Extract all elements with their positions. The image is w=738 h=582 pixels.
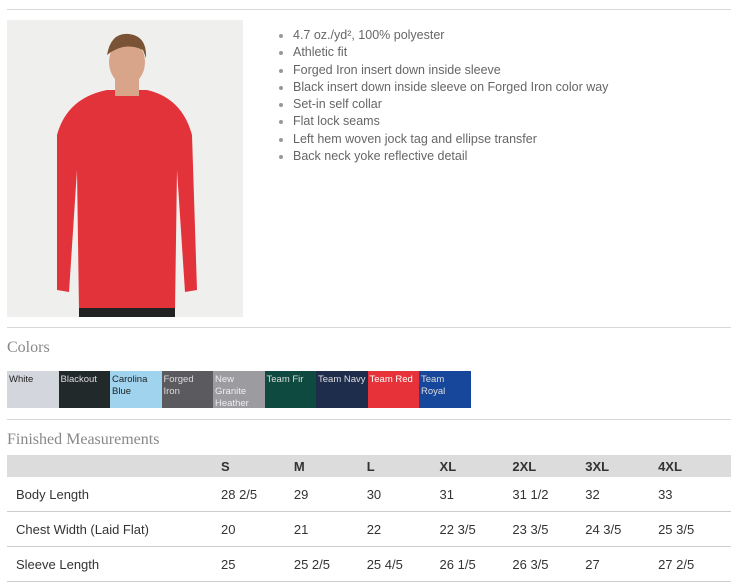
color-swatch[interactable]: Team Royal	[419, 371, 471, 408]
color-swatch[interactable]: Carolina Blue	[110, 371, 162, 408]
feature-item: Left hem woven jock tag and ellipse tran…	[293, 131, 608, 148]
measurement-cell: 26 3/5	[512, 546, 586, 582]
measurement-cell: 28 2/5	[221, 477, 294, 512]
table-row: Body Length 28 2/5 29 30 31 31 1/2 32 33	[7, 477, 731, 512]
color-swatch[interactable]: Team Red	[367, 371, 419, 408]
divider	[7, 327, 731, 328]
measurement-cell: 23 3/5	[512, 511, 586, 547]
measurement-cell: 31 1/2	[512, 477, 586, 512]
color-swatch[interactable]: Team Fir	[264, 371, 316, 408]
table-row: Sleeve Length 25 25 2/5 25 4/5 26 1/5 26 3/5 2…	[7, 546, 731, 582]
top-divider	[7, 9, 731, 10]
measurement-cell: 30	[366, 477, 440, 512]
feature-list: 4.7 oz./yd², 100% polyester Athletic fit…	[278, 27, 608, 165]
row-label: Chest Width (Laid Flat)	[7, 511, 221, 547]
measurement-cell: 27	[585, 546, 659, 582]
colors-heading: Colors	[7, 339, 50, 356]
table-row: Chest Width (Laid Flat) 20 21 22 22 3/5 23 3/…	[7, 511, 731, 547]
size-header: 4XL	[658, 455, 731, 477]
measurement-cell: 25 4/5	[366, 546, 440, 582]
measurement-cell: 31	[439, 477, 513, 512]
feature-item: Set-in self collar	[293, 96, 608, 113]
size-header: 3XL	[585, 455, 659, 477]
measurement-cell: 24 3/5	[585, 511, 659, 547]
divider	[7, 419, 731, 420]
feature-item: 4.7 oz./yd², 100% polyester	[293, 27, 608, 44]
measurement-cell: 22 3/5	[439, 511, 513, 547]
measurement-cell: 29	[293, 477, 367, 512]
measurements-table: S M L XL 2XL 3XL 4XL Body Length 28 2/5 29 30 31 31…	[7, 455, 731, 582]
measurement-cell: 33	[658, 477, 731, 512]
measurement-cell: 22	[366, 511, 440, 547]
row-label: Sleeve Length	[7, 546, 221, 582]
header-blank	[7, 455, 221, 477]
color-swatch[interactable]: White	[7, 371, 59, 408]
measurement-cell: 25 2/5	[293, 546, 367, 582]
measurement-cell: 27 2/5	[658, 546, 731, 582]
size-header: 2XL	[512, 455, 586, 477]
size-header: S	[221, 455, 294, 477]
measurement-cell: 26 1/5	[439, 546, 513, 582]
color-swatch[interactable]: Forged Iron	[161, 371, 213, 408]
measurement-cell: 25	[221, 546, 294, 582]
product-image	[7, 20, 243, 317]
color-swatch[interactable]: Blackout	[58, 371, 110, 408]
feature-item: Back neck yoke reflective detail	[293, 148, 608, 165]
feature-item: Forged Iron insert down inside sleeve	[293, 62, 608, 79]
color-swatch[interactable]: Team Navy	[316, 371, 368, 408]
color-swatch[interactable]: New Granite Heather	[213, 371, 265, 408]
table-header-row: S M L XL 2XL 3XL 4XL	[7, 455, 731, 477]
size-header: XL	[439, 455, 513, 477]
size-header: L	[366, 455, 440, 477]
color-swatches: White Blackout Carolina Blue Forged Iron New…	[7, 371, 471, 408]
measurement-cell: 21	[293, 511, 367, 547]
feature-item: Flat lock seams	[293, 113, 608, 130]
measurement-cell: 25 3/5	[658, 511, 731, 547]
measurements-heading: Finished Measurements	[7, 431, 160, 448]
measurement-cell: 20	[221, 511, 294, 547]
feature-item: Black insert down inside sleeve on Forge…	[293, 79, 608, 96]
measurement-cell: 32	[585, 477, 659, 512]
row-label: Body Length	[7, 477, 221, 512]
size-header: M	[293, 455, 367, 477]
feature-item: Athletic fit	[293, 44, 608, 61]
